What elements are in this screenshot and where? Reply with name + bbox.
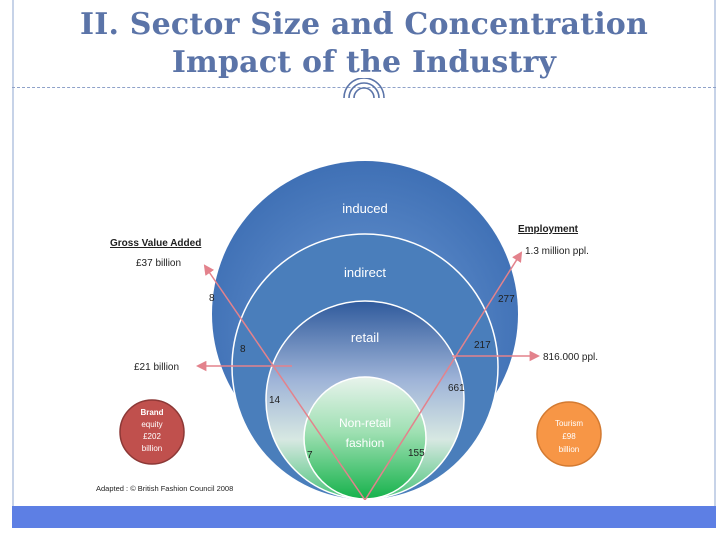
indirect-label: indirect — [344, 265, 386, 280]
brand-equity-line-1: Brand — [140, 408, 163, 417]
brand-equity-line-2: equity — [141, 420, 162, 429]
induced-label: induced — [342, 201, 388, 216]
employment-heading: Employment — [518, 224, 579, 235]
non-retail-label-line-1: Non-retail — [339, 416, 391, 430]
employment-total-arrow — [364, 251, 523, 500]
slide-frame-left — [12, 0, 14, 506]
employment-value-non-retail: 155 — [408, 448, 425, 459]
tourism-line-2: £98 — [562, 432, 576, 441]
slide-frame-right — [714, 0, 716, 506]
title-ornament-icon — [343, 78, 385, 99]
employment-total: 1.3 million ppl. — [525, 246, 589, 257]
tourism-line-3: billion — [559, 445, 579, 454]
gva-value-indirect: 8 — [240, 344, 246, 355]
gva-mid: £21 billion — [134, 362, 179, 373]
slide-title-line-1: II. Sector Size and Concentration — [79, 7, 649, 42]
retail-label: retail — [351, 330, 379, 345]
industry-impact-diagram: induced indirect retail Non-retail fashi… — [96, 161, 602, 500]
brand-equity-badge — [119, 399, 185, 465]
employment-value-induced: 277 — [498, 294, 515, 305]
bottom-bar — [12, 506, 716, 528]
employment-value-retail: 661 — [448, 383, 465, 394]
gva-value-induced: 8 — [209, 293, 215, 304]
brand-equity-line-3: £202 — [143, 432, 161, 441]
gva-heading: Gross Value Added — [110, 238, 201, 249]
tourism-badge — [536, 401, 602, 467]
slide-title-line-2: Impact of the Industry — [171, 45, 557, 80]
gva-value-non-retail: 7 — [307, 450, 313, 461]
employment-value-indirect: 217 — [474, 340, 491, 351]
tourism-line-1: Tourism — [555, 419, 583, 428]
gva-total: £37 billion — [136, 258, 181, 269]
industry-impact-figure: induced indirect retail Non-retail fashi… — [92, 104, 637, 500]
employment-mid: 816.000 ppl. — [543, 352, 598, 363]
brand-equity-line-4: billion — [142, 444, 162, 453]
gva-total-arrow — [203, 264, 366, 500]
non-retail-label-line-2: fashion — [346, 436, 385, 450]
gva-value-retail: 14 — [269, 395, 281, 406]
source-note: Adapted : © British Fashion Council 2008 — [96, 484, 233, 493]
